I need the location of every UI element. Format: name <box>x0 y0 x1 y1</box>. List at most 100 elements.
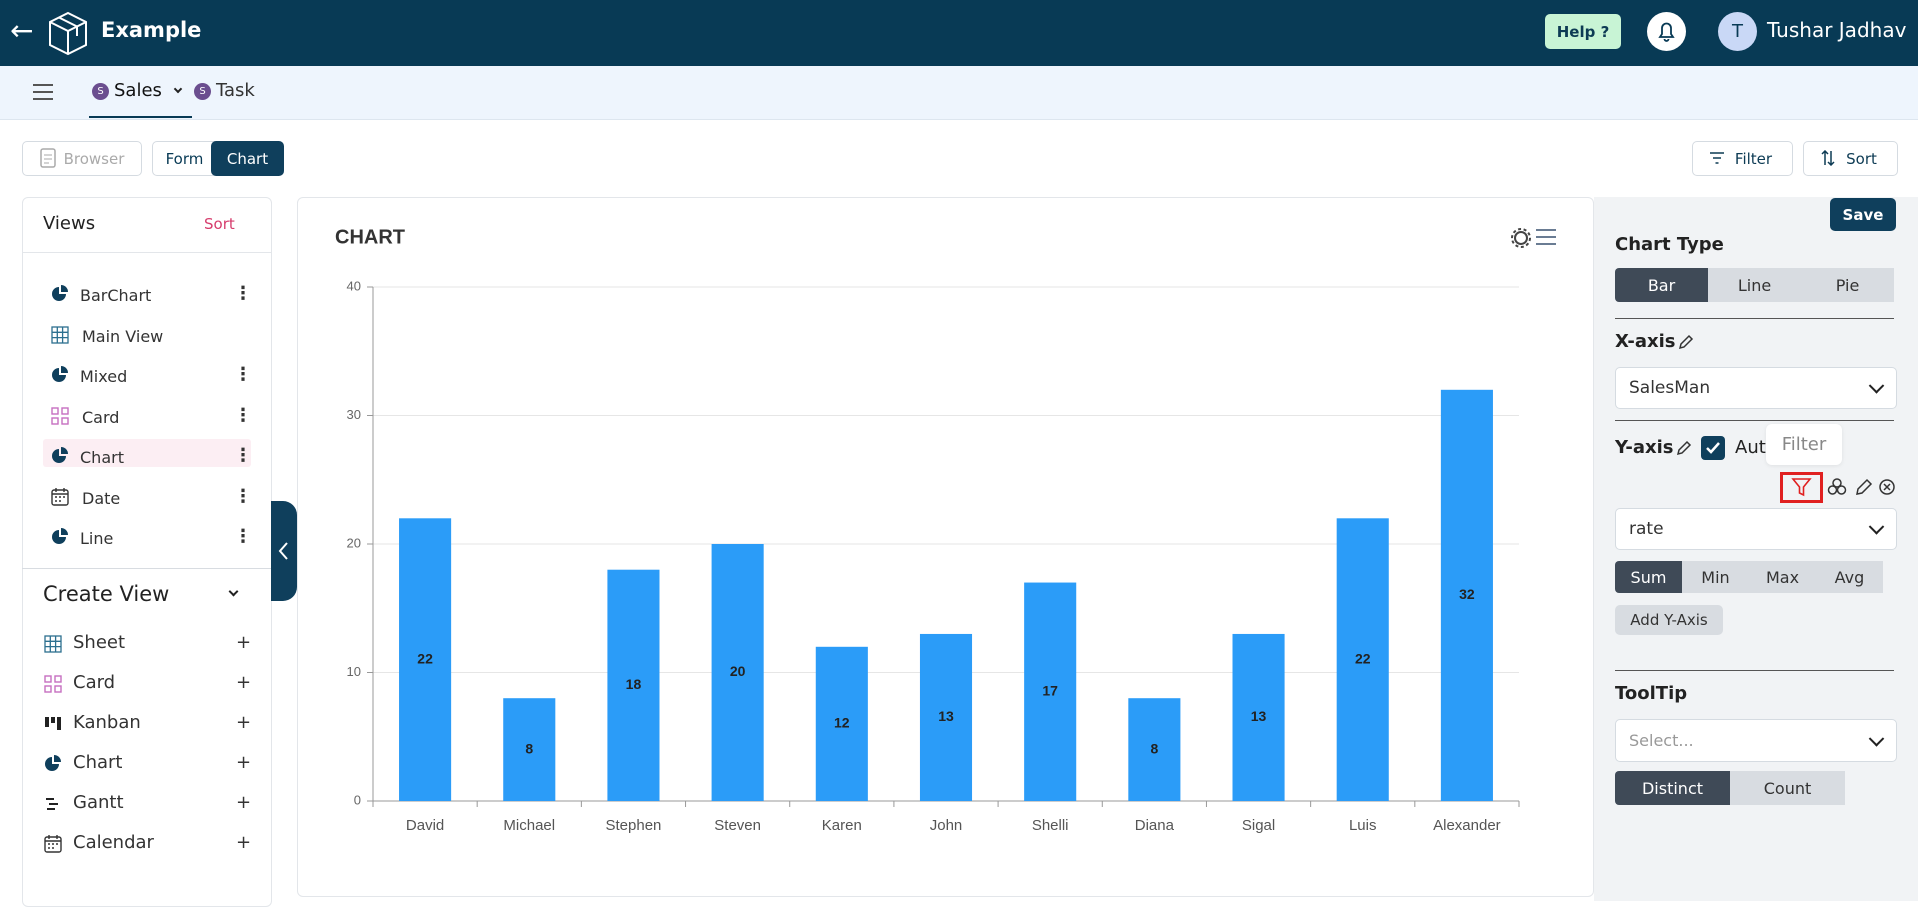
back-button[interactable]: ← <box>10 14 34 47</box>
add-button[interactable]: + <box>236 832 252 853</box>
chart-button[interactable]: Chart <box>211 141 284 176</box>
data-label: 20 <box>730 663 746 679</box>
x-tick-label: David <box>406 817 444 834</box>
view-options[interactable]: ⋮ <box>234 404 252 426</box>
aggregation-option[interactable]: Min <box>1682 561 1749 593</box>
logo <box>49 11 87 56</box>
edit-icon[interactable] <box>1676 440 1692 456</box>
edit-icon[interactable] <box>1855 478 1873 496</box>
create-view-item[interactable]: Kanban <box>73 712 141 733</box>
y-axis-label: Y-axis <box>1615 437 1674 458</box>
y-tick-label: 30 <box>347 407 361 422</box>
group-icon[interactable] <box>1826 476 1848 498</box>
chart-type-label: Chart Type <box>1615 234 1724 255</box>
y-axis-select[interactable]: rate <box>1615 508 1897 550</box>
create-view-title: Create View <box>43 582 170 606</box>
aggregation-option[interactable]: Max <box>1749 561 1816 593</box>
grid-icon <box>51 325 69 344</box>
data-label: 17 <box>1042 682 1058 698</box>
bar <box>1232 633 1285 801</box>
bar <box>503 698 556 801</box>
aggregation-option[interactable]: Sum <box>1615 561 1682 593</box>
tooltip-label: ToolTip <box>1615 683 1688 704</box>
add-y-axis-button[interactable]: Add Y-Axis <box>1615 605 1723 635</box>
remove-icon[interactable] <box>1878 478 1896 496</box>
divider <box>22 568 272 569</box>
view-item[interactable]: Main View <box>82 326 164 346</box>
chart: CHART 0 10 20 30 40 David 22 Michael 8 Stephen 18 S… <box>335 226 1556 834</box>
add-button[interactable]: + <box>236 672 252 693</box>
x-tick-label: Steven <box>714 817 761 834</box>
data-label: 12 <box>834 715 850 731</box>
view-item[interactable]: Chart <box>80 448 124 467</box>
create-view-item[interactable]: Gantt <box>73 792 124 813</box>
selected-view-highlight <box>43 439 251 467</box>
view-item[interactable]: Card <box>82 407 120 427</box>
notification-button[interactable] <box>1647 12 1686 51</box>
tab[interactable]: Sales <box>114 80 162 101</box>
collapse-button[interactable] <box>271 501 297 601</box>
x-tick-label: Alexander <box>1433 817 1501 834</box>
browser-button[interactable]: Browser <box>22 141 142 176</box>
chart-menu-icon[interactable] <box>1536 229 1556 245</box>
edit-icon[interactable] <box>1678 334 1694 350</box>
menu-button[interactable] <box>32 82 54 102</box>
views-sort[interactable]: Sort <box>204 215 235 233</box>
add-button[interactable]: + <box>236 632 252 653</box>
filter-icon <box>1710 152 1724 164</box>
sort-button[interactable]: Sort <box>1803 141 1898 176</box>
create-view-item[interactable]: Sheet <box>73 632 126 653</box>
aggregation-option[interactable]: Avg <box>1816 561 1883 593</box>
filter-button[interactable]: Filter <box>1692 141 1793 176</box>
view-options[interactable]: ⋮ <box>234 364 252 385</box>
avatar[interactable]: T <box>1718 12 1757 51</box>
help-button[interactable]: Help ? <box>1545 14 1621 49</box>
bar <box>711 544 764 801</box>
auto-checkbox[interactable] <box>1701 436 1725 460</box>
view-options[interactable]: ⋮ <box>234 283 252 304</box>
view-item[interactable]: BarChart <box>80 286 152 305</box>
tooltip-placeholder: Select... <box>1629 731 1694 750</box>
chart-type-option[interactable]: Pie <box>1801 268 1894 302</box>
x-tick-label: Stephen <box>606 817 662 834</box>
tooltip-mode-option[interactable]: Count <box>1730 771 1845 805</box>
create-view-item[interactable]: Card <box>73 672 116 693</box>
create-view-item[interactable]: Chart <box>73 752 123 773</box>
settings-icon[interactable] <box>1511 228 1531 248</box>
data-label: 13 <box>1251 708 1267 724</box>
view-options[interactable]: ⋮ <box>234 526 252 547</box>
view-item[interactable]: Line <box>80 529 114 548</box>
filter-label: Filter <box>1734 149 1773 168</box>
add-button[interactable]: + <box>236 792 252 813</box>
y-tick-label: 10 <box>347 664 361 679</box>
x-tick-label: Michael <box>503 817 555 834</box>
date-icon <box>44 835 62 853</box>
x-axis-label: X-axis <box>1615 331 1676 352</box>
app-name: Example <box>101 18 202 42</box>
add-button[interactable]: + <box>236 712 252 733</box>
view-options[interactable]: ⋮ <box>234 445 252 466</box>
divider <box>1615 420 1894 421</box>
sort-label: Sort <box>1846 149 1877 168</box>
create-view-item[interactable]: Calendar <box>73 832 154 853</box>
x-tick-label: Shelli <box>1032 817 1069 834</box>
tooltip-select[interactable]: Select... <box>1615 719 1897 762</box>
view-item[interactable]: Date <box>82 488 121 508</box>
view-item[interactable]: Mixed <box>80 367 128 386</box>
pie-icon <box>52 285 68 301</box>
x-axis-select[interactable]: SalesMan <box>1615 367 1897 409</box>
chart-card <box>297 197 1594 897</box>
form-button[interactable]: Form <box>152 141 217 176</box>
bar <box>1128 698 1181 801</box>
data-label: 32 <box>1459 586 1475 602</box>
view-options[interactable]: ⋮ <box>234 485 252 507</box>
tooltip-mode-option[interactable]: Distinct <box>1615 771 1730 805</box>
add-button[interactable]: + <box>236 752 252 773</box>
save-button[interactable]: Save <box>1830 198 1896 231</box>
divider <box>22 252 272 253</box>
chart-type-option[interactable]: Bar <box>1615 268 1708 302</box>
chart-type-option[interactable]: Line <box>1708 268 1801 302</box>
filter-icon-button[interactable] <box>1780 472 1823 503</box>
tab[interactable]: Task <box>216 80 255 101</box>
